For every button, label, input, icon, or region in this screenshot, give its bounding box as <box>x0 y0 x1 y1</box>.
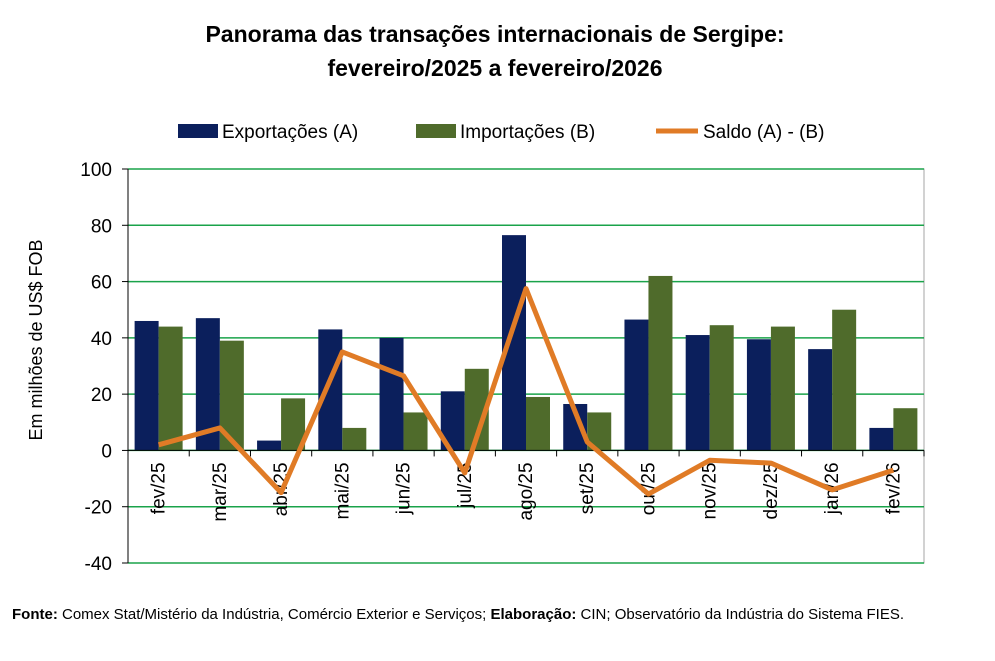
bar <box>158 326 183 451</box>
bar <box>709 325 734 451</box>
bar <box>869 427 894 451</box>
y-tick-label: 40 <box>91 329 112 350</box>
bar <box>685 335 710 451</box>
x-tick-label: set/25 <box>577 462 598 514</box>
bar <box>624 319 649 451</box>
bar <box>770 326 795 451</box>
bar <box>257 440 282 451</box>
bar <box>403 412 428 451</box>
bar <box>808 349 833 451</box>
bar <box>134 320 159 451</box>
line <box>157 286 895 497</box>
legend-label: Saldo (A) - (B) <box>703 122 824 143</box>
bar <box>526 396 550 451</box>
bar <box>379 337 404 451</box>
x-tick-label: nov/25 <box>700 462 721 519</box>
bar <box>893 408 918 451</box>
source-note: Fonte: Comex Stat/Mistério da Indústria,… <box>12 604 982 626</box>
chart: Panorama das transações internacionais d… <box>26 21 925 575</box>
legend-swatch <box>178 124 218 138</box>
bar <box>648 275 673 451</box>
y-tick-label: 0 <box>101 441 112 462</box>
x-tick-label: mai/25 <box>332 462 353 519</box>
source-text: Comex Stat/Mistério da Indústria, Comérc… <box>62 606 487 623</box>
bar <box>342 427 367 451</box>
y-tick-label: 100 <box>80 160 112 181</box>
x-tick-label: mar/25 <box>210 462 231 521</box>
x-tick-label: fev/25 <box>149 462 170 514</box>
x-tick-label: jun/25 <box>394 462 415 515</box>
y-tick-label: -20 <box>85 498 112 519</box>
y-axis-label: Em milhões de US$ FOB <box>26 239 46 440</box>
x-tick-label: ago/25 <box>516 462 537 520</box>
y-tick-label: 80 <box>91 216 112 237</box>
bar <box>832 309 857 451</box>
source-label: Fonte: <box>12 606 58 623</box>
bar <box>746 339 771 451</box>
credit-text: CIN; Observatório da Indústria do Sistem… <box>580 606 905 623</box>
chart-title: Panorama das transações internacionais d… <box>205 21 784 47</box>
y-tick-label: 20 <box>91 385 112 406</box>
credit-label: Elaboração: <box>490 606 577 623</box>
legend-label: Importações (B) <box>460 122 595 143</box>
legend-label: Exportações (A) <box>222 122 358 143</box>
chart-title: fevereiro/2025 a fevereiro/2026 <box>327 55 662 81</box>
x-tick-label: out/25 <box>638 462 659 515</box>
x-tick-label: dez/25 <box>761 462 782 519</box>
x-tick-label: fev/26 <box>883 462 904 514</box>
y-tick-label: -40 <box>85 554 112 575</box>
legend-swatch <box>416 124 456 138</box>
bar <box>318 329 343 451</box>
y-tick-label: 60 <box>91 273 112 294</box>
x-tick-label: jul/25 <box>455 462 476 508</box>
